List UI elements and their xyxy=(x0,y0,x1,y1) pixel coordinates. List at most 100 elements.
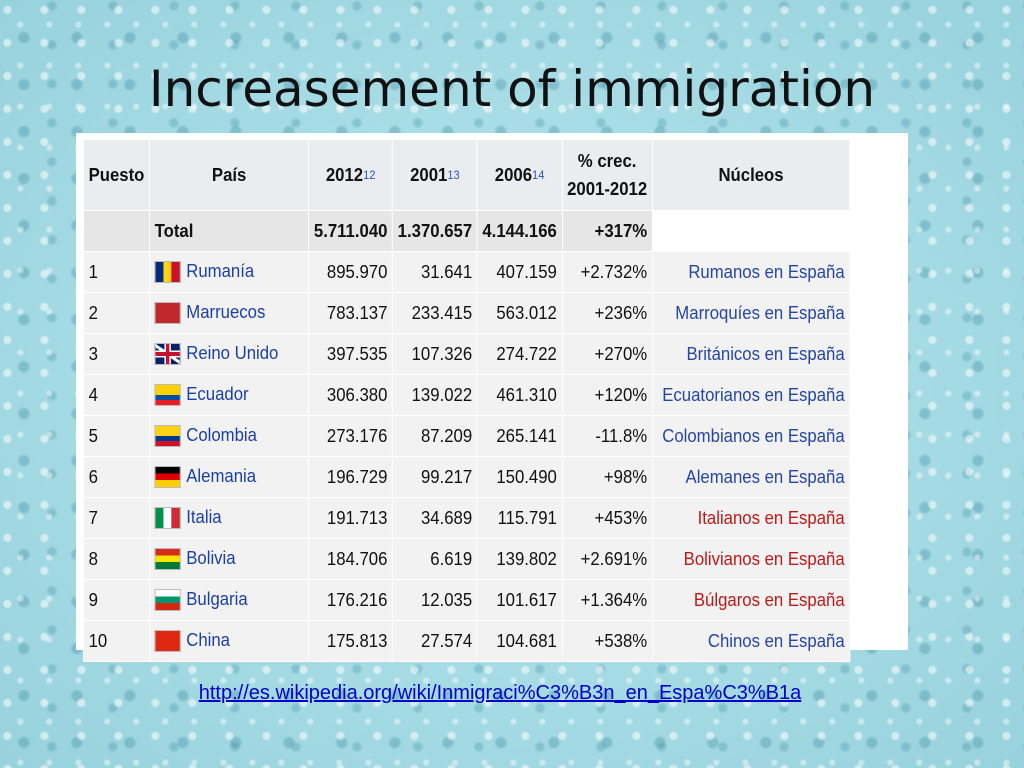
cell-2012: 783.137 xyxy=(308,292,394,334)
total-2006: 4.144.166 xyxy=(476,210,563,252)
cell-2001: 31.641 xyxy=(392,251,478,293)
uk-flag-icon xyxy=(154,343,181,366)
header-nucleos: Núcleos xyxy=(651,139,851,211)
cell-country: Marruecos xyxy=(149,292,310,334)
cell-country: Rumanía xyxy=(149,251,310,293)
cell-rank: 5 xyxy=(82,415,150,457)
cell-2006: 563.012 xyxy=(476,292,563,334)
cell-country: Reino Unido xyxy=(149,333,310,375)
cell-rank: 9 xyxy=(82,579,150,621)
cell-rank: 4 xyxy=(82,374,150,416)
nucleo-link[interactable]: Ecuatorianos en España xyxy=(651,374,851,416)
cell-2006: 101.617 xyxy=(476,579,563,621)
cell-2006: 139.802 xyxy=(476,538,563,580)
immigration-table: Puesto País 201212 200113 200614 % crec.… xyxy=(82,139,851,662)
cell-growth: +98% xyxy=(561,456,653,498)
cell-growth: +538% xyxy=(561,620,653,662)
nucleo-link[interactable]: Rumanos en España xyxy=(651,251,851,293)
cell-2012: 184.706 xyxy=(308,538,394,580)
header-2006-ref[interactable]: 14 xyxy=(532,168,545,182)
cell-2001: 12.035 xyxy=(392,579,478,621)
italy-flag-icon xyxy=(154,507,181,530)
colombia-flag-icon xyxy=(154,425,181,448)
country-link[interactable]: Alemania xyxy=(186,465,257,486)
cell-growth: +270% xyxy=(561,333,653,375)
cell-country: Ecuador xyxy=(149,374,310,416)
header-2012: 201212 xyxy=(308,139,394,211)
nucleo-link[interactable]: Alemanes en España xyxy=(651,456,851,498)
nucleo-link[interactable]: Británicos en España xyxy=(651,333,851,375)
nucleo-link[interactable]: Italianos en España xyxy=(651,497,851,539)
morocco-flag-icon xyxy=(154,302,181,325)
cell-growth: +2.691% xyxy=(561,538,653,580)
cell-2001: 27.574 xyxy=(392,620,478,662)
cell-2012: 196.729 xyxy=(308,456,394,498)
cell-2012: 176.216 xyxy=(308,579,394,621)
cell-growth: +2.732% xyxy=(561,251,653,293)
cell-country: Italia xyxy=(149,497,310,539)
country-link[interactable]: Marruecos xyxy=(186,301,266,322)
cell-2006: 115.791 xyxy=(476,497,563,539)
bolivia-flag-icon xyxy=(154,548,181,571)
header-country: País xyxy=(149,139,310,211)
nucleo-link[interactable]: Búlgaros en España xyxy=(651,579,851,621)
total-2012: 5.711.040 xyxy=(308,210,394,252)
cell-country: Alemania xyxy=(149,456,310,498)
header-2001: 200113 xyxy=(392,139,478,211)
cell-growth: +120% xyxy=(561,374,653,416)
cell-rank: 10 xyxy=(82,620,150,662)
cell-rank: 2 xyxy=(82,292,150,334)
table-row: 8 Bolivia 184.706 6.619 139.802 +2.691% Bolivi… xyxy=(82,538,851,580)
country-link[interactable]: Bulgaria xyxy=(186,588,248,609)
cell-2001: 233.415 xyxy=(392,292,478,334)
cell-2012: 397.535 xyxy=(308,333,394,375)
cell-2006: 407.159 xyxy=(476,251,563,293)
cell-country: Bolivia xyxy=(149,538,310,580)
cell-growth: +453% xyxy=(561,497,653,539)
cell-2006: 104.681 xyxy=(476,620,563,662)
cell-rank: 1 xyxy=(82,251,150,293)
immigration-table-panel: Puesto País 201212 200113 200614 % crec.… xyxy=(76,133,908,662)
cell-2012: 273.176 xyxy=(308,415,394,457)
table-row: 5 Colombia 273.176 87.209 265.141 -11.8% Colom… xyxy=(82,415,851,457)
country-link[interactable]: Colombia xyxy=(186,424,257,445)
table-header-row: Puesto País 201212 200113 200614 % crec.… xyxy=(82,139,851,211)
cell-rank: 6 xyxy=(82,456,150,498)
nucleo-link[interactable]: Chinos en España xyxy=(651,620,851,662)
cell-country: Bulgaria xyxy=(149,579,310,621)
table-row: 7 Italia 191.713 34.689 115.791 +453% Italiano… xyxy=(82,497,851,539)
country-link[interactable]: Italia xyxy=(186,506,222,527)
header-2001-ref[interactable]: 13 xyxy=(447,168,460,182)
cell-country: Colombia xyxy=(149,415,310,457)
nucleo-link[interactable]: Bolivianos en España xyxy=(651,538,851,580)
nucleo-link[interactable]: Marroquíes en España xyxy=(651,292,851,334)
cell-2001: 87.209 xyxy=(392,415,478,457)
country-link[interactable]: China xyxy=(186,629,230,650)
table-row-total: Total 5.711.040 1.370.657 4.144.166 +317… xyxy=(82,210,851,252)
germany-flag-icon xyxy=(154,466,181,489)
header-2012-ref[interactable]: 12 xyxy=(363,168,376,182)
cell-2001: 139.022 xyxy=(392,374,478,416)
cell-rank: 8 xyxy=(82,538,150,580)
header-2006: 200614 xyxy=(476,139,563,211)
ecuador-flag-icon xyxy=(154,384,181,407)
cell-2001: 34.689 xyxy=(392,497,478,539)
country-link[interactable]: Bolivia xyxy=(186,547,236,568)
cell-2001: 99.217 xyxy=(392,456,478,498)
header-growth: % crec. 2001-2012 xyxy=(561,139,653,211)
cell-2006: 150.490 xyxy=(476,456,563,498)
cell-rank: 7 xyxy=(82,497,150,539)
table-row: 2 Marruecos 783.137 233.415 563.012 +236% Marr… xyxy=(82,292,851,334)
source-link[interactable]: http://es.wikipedia.org/wiki/Inmigraci%C… xyxy=(198,682,802,704)
cell-2006: 265.141 xyxy=(476,415,563,457)
country-link[interactable]: Reino Unido xyxy=(186,342,279,363)
nucleo-link[interactable]: Colombianos en España xyxy=(651,415,851,457)
romania-flag-icon xyxy=(154,261,181,284)
country-link[interactable]: Rumanía xyxy=(186,260,255,281)
cell-rank: 3 xyxy=(82,333,150,375)
country-link[interactable]: Ecuador xyxy=(186,383,249,404)
table-row: 10 China 175.813 27.574 104.681 +538% Chinos e… xyxy=(82,620,851,662)
total-2001: 1.370.657 xyxy=(392,210,478,252)
china-flag-icon xyxy=(154,630,181,653)
table-row: 6 Alemania 196.729 99.217 150.490 +98% Alemane… xyxy=(82,456,851,498)
